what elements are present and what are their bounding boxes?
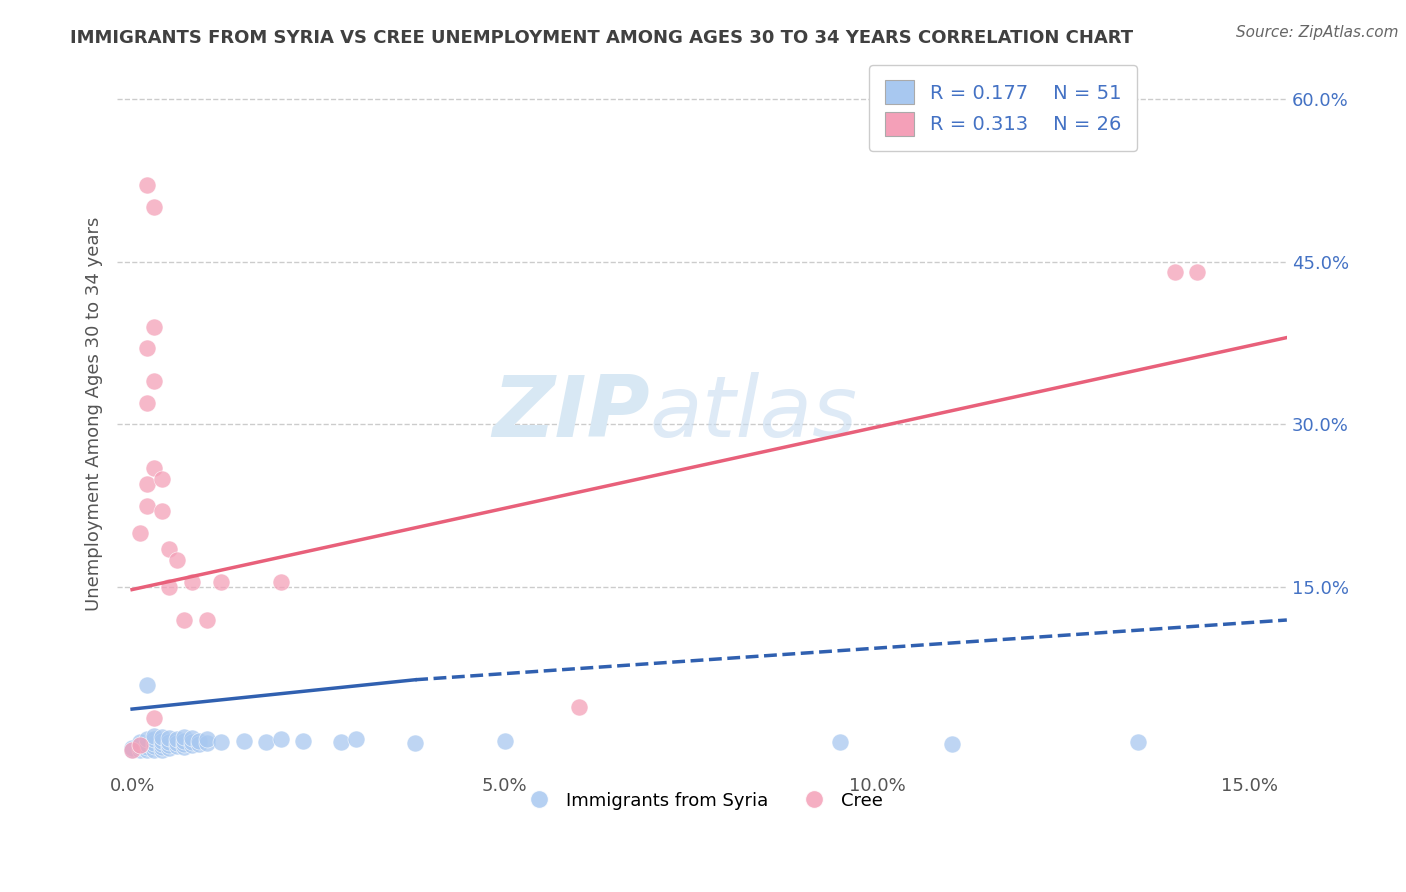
Text: Source: ZipAtlas.com: Source: ZipAtlas.com — [1236, 25, 1399, 40]
Point — [136, 740, 159, 755]
Text: IMMIGRANTS FROM SYRIA VS CREE UNEMPLOYMENT AMONG AGES 30 TO 34 YEARS CORRELATION: IMMIGRANTS FROM SYRIA VS CREE UNEMPLOYME… — [70, 29, 1133, 46]
Point — [157, 734, 180, 748]
Point — [828, 734, 851, 748]
Point — [136, 737, 159, 751]
Point — [150, 731, 173, 745]
Point — [1187, 265, 1209, 279]
Point — [157, 741, 180, 756]
Point — [1164, 265, 1187, 279]
Point — [1126, 734, 1149, 748]
Point — [150, 733, 173, 747]
Point — [270, 574, 292, 589]
Point — [157, 731, 180, 746]
Point — [136, 678, 159, 692]
Point — [128, 740, 150, 755]
Point — [292, 733, 315, 747]
Point — [136, 743, 159, 757]
Point — [150, 743, 173, 757]
Point — [568, 699, 591, 714]
Point — [166, 736, 188, 750]
Text: atlas: atlas — [650, 372, 858, 455]
Point — [150, 472, 173, 486]
Point — [188, 733, 211, 747]
Point — [143, 729, 166, 743]
Point — [143, 739, 166, 753]
Point — [157, 738, 180, 752]
Point — [150, 740, 173, 755]
Point — [136, 477, 159, 491]
Point — [121, 743, 143, 757]
Point — [143, 200, 166, 214]
Point — [128, 526, 150, 541]
Point — [254, 734, 277, 748]
Point — [188, 737, 211, 751]
Point — [232, 733, 254, 747]
Point — [173, 737, 195, 751]
Point — [180, 734, 202, 748]
Point — [128, 743, 150, 757]
Point — [150, 504, 173, 518]
Point — [136, 732, 159, 747]
Point — [180, 731, 202, 746]
Point — [121, 743, 143, 757]
Point — [173, 740, 195, 755]
Point — [128, 738, 150, 752]
Point — [211, 574, 233, 589]
Point — [173, 613, 195, 627]
Point — [195, 732, 218, 747]
Point — [344, 732, 367, 747]
Point — [136, 396, 159, 410]
Point — [166, 739, 188, 753]
Point — [157, 581, 180, 595]
Point — [143, 461, 166, 475]
Point — [173, 733, 195, 747]
Y-axis label: Unemployment Among Ages 30 to 34 years: Unemployment Among Ages 30 to 34 years — [86, 217, 103, 611]
Point — [166, 732, 188, 747]
Point — [143, 374, 166, 388]
Point — [128, 738, 150, 752]
Point — [150, 737, 173, 751]
Point — [143, 736, 166, 750]
Point — [404, 736, 426, 750]
Point — [180, 738, 202, 752]
Point — [136, 178, 159, 193]
Point — [136, 342, 159, 356]
Point — [136, 499, 159, 513]
Point — [143, 732, 166, 747]
Point — [195, 736, 218, 750]
Point — [173, 731, 195, 745]
Point — [143, 711, 166, 725]
Legend: Immigrants from Syria, Cree: Immigrants from Syria, Cree — [515, 784, 890, 817]
Point — [143, 743, 166, 757]
Point — [941, 737, 963, 751]
Point — [195, 613, 218, 627]
Point — [128, 734, 150, 748]
Point — [329, 734, 352, 748]
Point — [270, 732, 292, 747]
Point — [157, 542, 180, 557]
Point — [166, 553, 188, 567]
Point — [494, 733, 516, 747]
Point — [143, 319, 166, 334]
Point — [121, 741, 143, 756]
Point — [211, 734, 233, 748]
Point — [180, 574, 202, 589]
Text: ZIP: ZIP — [492, 372, 650, 455]
